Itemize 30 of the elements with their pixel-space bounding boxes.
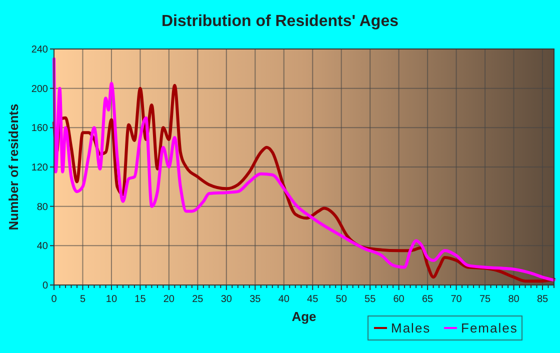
chart-title: Distribution of Residents' Ages	[161, 13, 399, 30]
x-tick-label: 15	[134, 294, 146, 305]
x-tick-label: 25	[192, 294, 204, 305]
x-axis-title: Age	[292, 309, 316, 324]
x-tick-label: 40	[278, 294, 290, 305]
y-tick-label: 200	[31, 84, 48, 95]
x-tick-label: 85	[536, 294, 549, 305]
x-tick-label: 80	[508, 294, 520, 305]
x-tick-label: 45	[307, 294, 319, 305]
x-tick-label: 55	[364, 294, 376, 305]
x-tick-label: 20	[163, 294, 175, 305]
y-tick-label: 40	[36, 241, 48, 252]
x-tick-label: 50	[336, 294, 348, 305]
y-tick-label: 80	[36, 202, 48, 213]
y-axis-title: Number of residents	[6, 104, 21, 230]
x-tick-label: 75	[479, 294, 492, 305]
y-tick-label: 160	[31, 123, 48, 134]
x-tick-label: 0	[51, 294, 58, 305]
x-tick-label: 10	[106, 294, 118, 305]
x-tick-label: 70	[450, 294, 462, 305]
y-tick-label: 240	[31, 44, 48, 56]
y-tick-label: 0	[42, 280, 48, 292]
x-tick-label: 30	[220, 294, 232, 305]
legend-label: Males	[391, 320, 431, 336]
legend-label: Females	[461, 320, 518, 336]
y-tick-label: 120	[31, 162, 48, 174]
x-tick-label: 5	[80, 294, 86, 305]
x-tick-label: 60	[393, 294, 405, 305]
x-tick-label: 65	[422, 294, 434, 305]
x-tick-label: 35	[250, 294, 262, 305]
